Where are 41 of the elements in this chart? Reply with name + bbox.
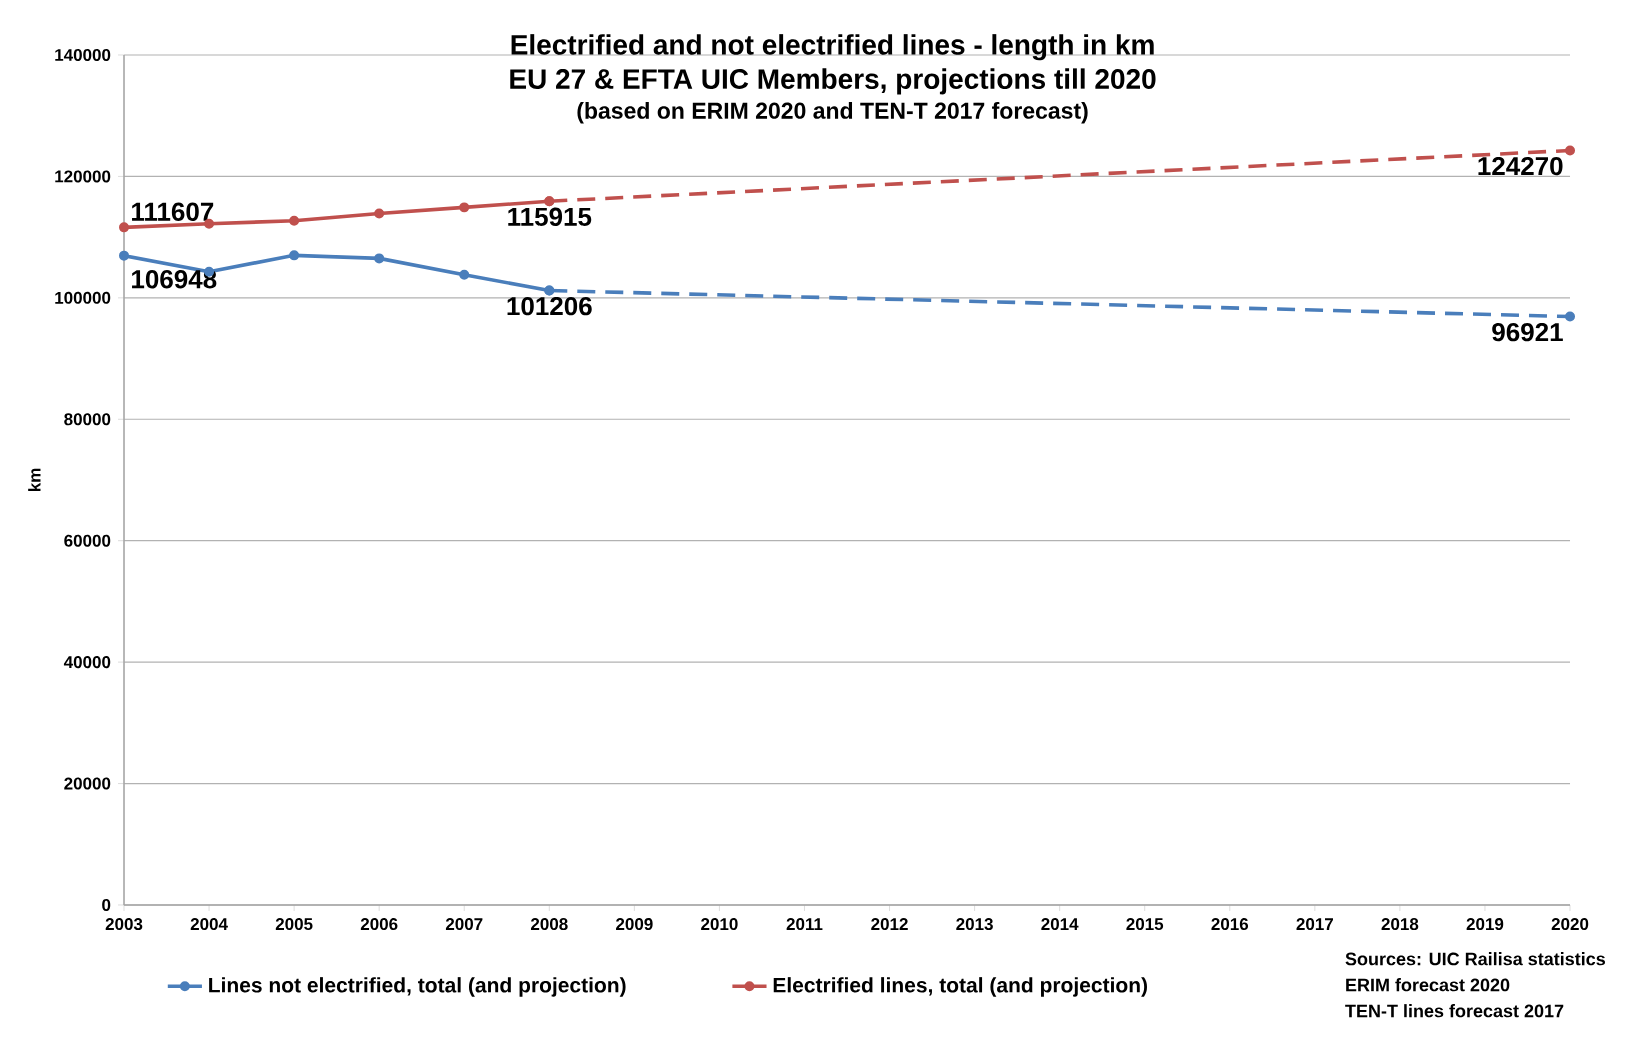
y-tick-label: 0 bbox=[102, 898, 111, 911]
data-label: 96921 bbox=[1492, 322, 1563, 342]
legend-label: Electrified lines, total (and projection) bbox=[773, 977, 1147, 997]
x-tick-label: 2007 bbox=[445, 918, 483, 931]
x-tick-label: 2013 bbox=[956, 918, 993, 931]
x-tick-label: 2011 bbox=[786, 918, 823, 931]
x-tick-label: 2004 bbox=[190, 918, 228, 931]
legend-label: Lines not electrified, total (and projection) bbox=[209, 977, 626, 997]
x-tick-label: 2020 bbox=[1551, 918, 1589, 931]
y-tick-label: 140000 bbox=[55, 48, 111, 61]
x-tick-label: 2014 bbox=[1041, 918, 1079, 931]
y-tick-label: 80000 bbox=[64, 413, 111, 426]
data-label: 101206 bbox=[507, 296, 592, 316]
x-tick-label: 2009 bbox=[616, 918, 653, 931]
annotation: (based on ERIM 2020 and TEN-T 2017 forecast) bbox=[577, 101, 1088, 124]
x-tick-label: 2018 bbox=[1381, 918, 1419, 931]
x-tick-label: 2019 bbox=[1466, 918, 1504, 931]
x-tick-label: 2005 bbox=[275, 918, 313, 931]
y-tick-label: 20000 bbox=[64, 777, 111, 790]
x-tick-label: 2003 bbox=[105, 918, 143, 931]
data-label: 111607 bbox=[132, 202, 214, 221]
data-label: 115915 bbox=[508, 207, 592, 227]
y-tick-label: 60000 bbox=[64, 534, 111, 547]
y-tick-label: 100000 bbox=[55, 291, 111, 304]
text: ERIM forecast 2020 bbox=[1346, 978, 1510, 992]
chart-title: Electrified and not electrified lines - length in km bbox=[511, 34, 1154, 61]
y-tick-label: 120000 bbox=[55, 170, 111, 183]
x-tick-label: 2016 bbox=[1211, 918, 1249, 931]
chart-subtitle: EU 27 & EFTA UIC Members, projections till 2020 bbox=[510, 68, 1156, 95]
y-tick-label: 40000 bbox=[63, 656, 111, 669]
x-tick-label: 2012 bbox=[871, 918, 908, 931]
source-note: Sources: UIC Railisa statistics bbox=[1345, 952, 1606, 966]
y-axis-title: km bbox=[28, 468, 41, 492]
x-tick-label: 2015 bbox=[1126, 918, 1164, 931]
data-label: 124270 bbox=[1478, 156, 1563, 176]
x-tick-label: 2006 bbox=[360, 918, 398, 931]
x-tick-label: 2010 bbox=[701, 918, 738, 931]
data-label: 106948 bbox=[132, 270, 217, 289]
text: TEN-T lines forecast 2017 bbox=[1345, 1004, 1564, 1018]
x-tick-label: 2017 bbox=[1296, 918, 1333, 931]
x-tick-label: 2008 bbox=[530, 918, 568, 931]
